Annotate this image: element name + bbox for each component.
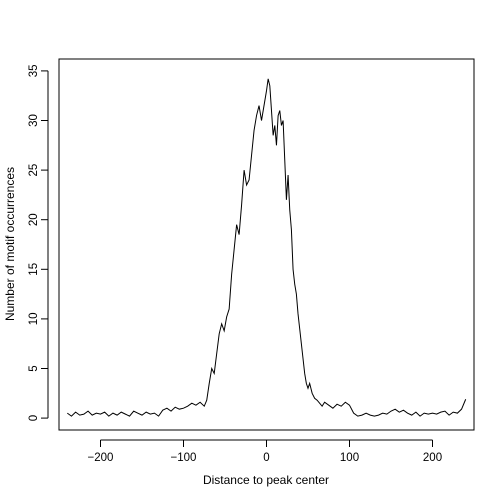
plot-box <box>58 58 475 431</box>
y-tick-label: 30 <box>28 114 40 127</box>
y-axis: 0 5 10 15 20 25 30 35 <box>28 65 49 421</box>
y-axis-label: Number of motif occurrences <box>3 167 17 321</box>
y-tick-label: 5 <box>28 365 40 371</box>
x-tick-label: −100 <box>171 452 197 464</box>
y-tick-label: 0 <box>28 415 40 421</box>
x-tick-label: 0 <box>263 452 269 464</box>
y-tick-label: 35 <box>28 65 40 78</box>
y-tick-label: 15 <box>28 263 40 276</box>
series-line <box>67 78 467 417</box>
x-tick-label: 100 <box>340 452 359 464</box>
y-tick-label: 20 <box>28 213 40 226</box>
y-tick-label: 25 <box>28 164 40 177</box>
y-tick-label: 10 <box>28 312 40 325</box>
x-axis: −200 −100 0 100 200 <box>88 439 442 464</box>
x-tick-label: 200 <box>423 452 442 464</box>
x-axis-label: Distance to peak center <box>203 473 329 487</box>
x-tick-label: −200 <box>88 452 114 464</box>
